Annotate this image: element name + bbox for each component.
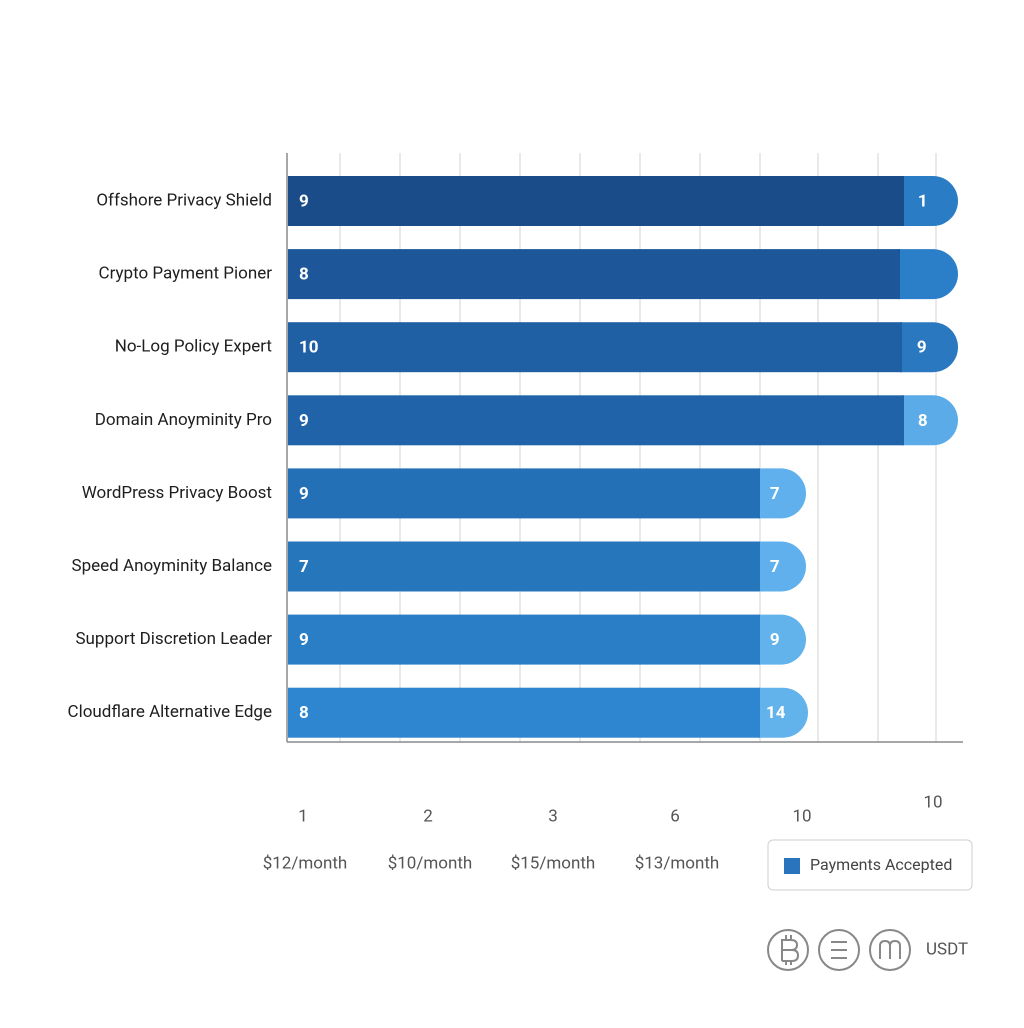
axis-number: 2: [423, 806, 433, 826]
bar: [288, 322, 902, 373]
row-label: No-Log Policy Expert: [115, 337, 272, 357]
bitcoin-glyph: [781, 935, 800, 965]
monero-icon: [869, 929, 911, 971]
bar-label: 8: [299, 265, 309, 285]
ethereum-icon: [818, 929, 860, 971]
bar-label: 7: [770, 484, 780, 504]
bar-cap: [758, 687, 808, 738]
bar-label: 9: [770, 630, 780, 650]
bar: [288, 176, 904, 226]
ethereum-glyph: [831, 941, 847, 959]
bar: [288, 614, 760, 665]
rows: Offshore Privacy Shield 9 1 Crypto Payment …: [68, 176, 958, 738]
row-label: Cloudflare Alternative Edge: [68, 702, 273, 722]
legend-label: Payments Accepted: [810, 855, 952, 874]
bar-label: 8: [918, 411, 928, 431]
bar-cap: [898, 249, 958, 300]
axis-labels: 1 2 3 6 10 10 $12/month $10/month $15/month $13/m…: [263, 792, 943, 873]
monero-glyph: [879, 939, 901, 959]
bar: [288, 541, 760, 592]
bar-cap: [902, 176, 958, 226]
row-label: Offshore Privacy Shield: [96, 190, 272, 210]
axis-price: $10/month: [388, 853, 473, 873]
bar-label: 14: [766, 703, 786, 723]
bar: [288, 468, 760, 519]
axis-number: 10: [792, 806, 811, 826]
bar-label: 9: [299, 630, 309, 650]
axis-number: 10: [923, 792, 942, 812]
bar-cap: [902, 395, 958, 446]
bar-label: 1: [918, 191, 928, 211]
axis-number: 3: [548, 806, 558, 826]
bar-label: 7: [770, 557, 780, 577]
bar: [288, 249, 900, 300]
legend-box: [767, 839, 973, 891]
bar-label: 9: [299, 484, 309, 504]
legend-swatch: [784, 858, 800, 874]
bar-cap: [758, 468, 807, 519]
bar-label: 7: [299, 557, 309, 577]
bar-label: 9: [917, 338, 927, 358]
axis-price: $12/month: [263, 853, 348, 873]
bar: [288, 687, 760, 738]
bar: [288, 395, 904, 446]
bar-label: 8: [299, 703, 309, 723]
axis-price: $15/month: [511, 853, 596, 873]
row-label: Domain Anoyminity Pro: [95, 410, 272, 430]
bar-cap: [900, 322, 958, 373]
bar-label: 9: [299, 191, 309, 211]
row-label: Support Discretion Leader: [75, 629, 272, 649]
currency-label: USDT: [926, 939, 968, 959]
bar-cap: [758, 614, 806, 665]
bar-label: 10: [299, 338, 319, 358]
axis-number: 1: [298, 806, 308, 826]
axis-number: 6: [670, 806, 680, 826]
row-label: WordPress Privacy Boost: [82, 483, 272, 503]
row-label: Crypto Payment Pioner: [99, 264, 273, 284]
bar-cap: [758, 541, 806, 592]
row-label: Speed Anoyminity Balance: [72, 556, 272, 576]
crypto-icons: [767, 929, 911, 971]
bitcoin-icon: [767, 929, 809, 971]
bar-label: 9: [299, 411, 309, 431]
axis-price: $13/month: [635, 853, 720, 873]
